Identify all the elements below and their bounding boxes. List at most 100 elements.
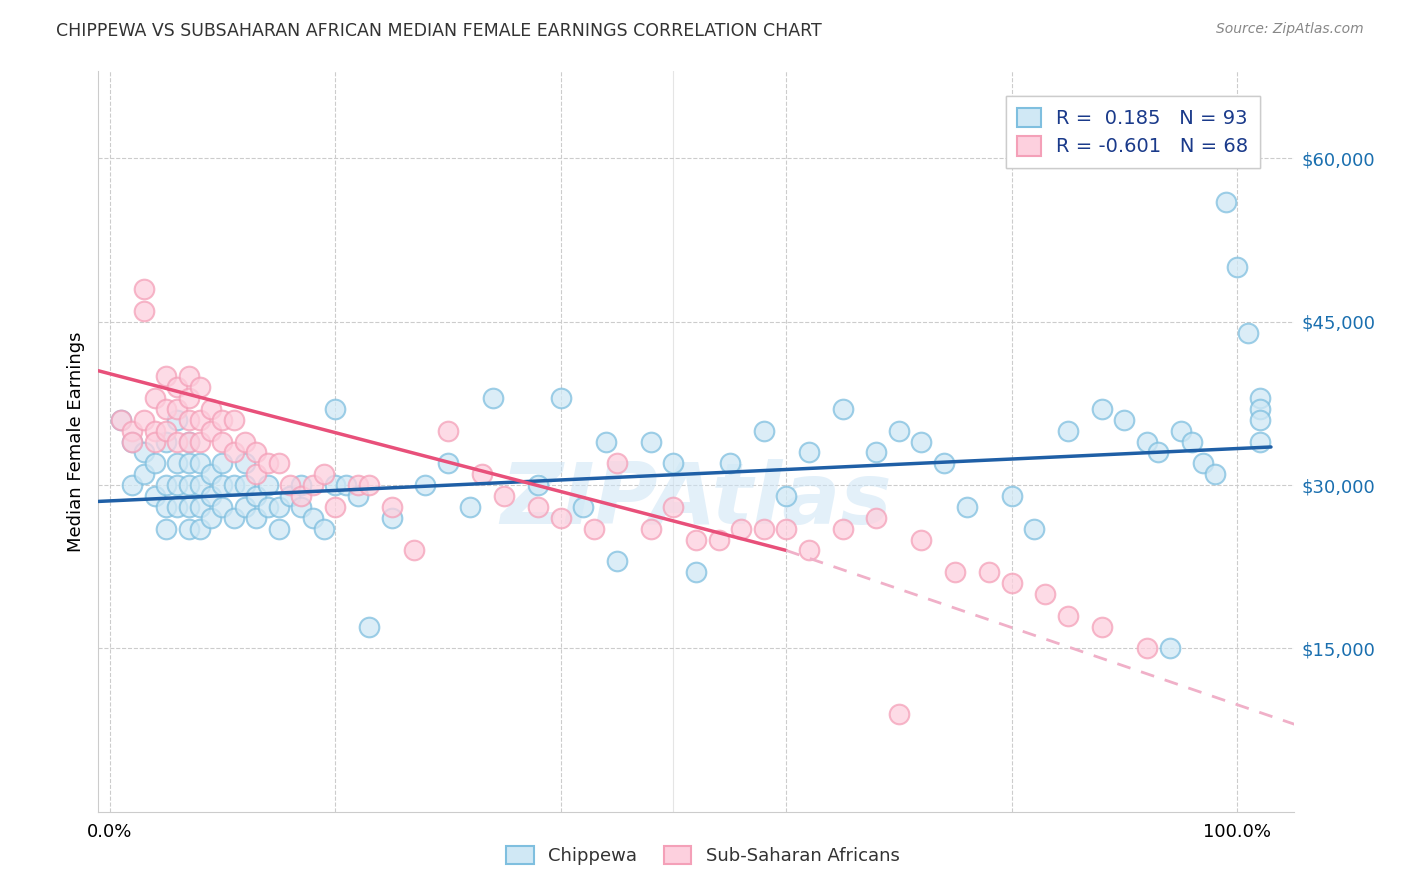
Point — [188, 434, 211, 449]
Point — [121, 434, 143, 449]
Point — [865, 510, 887, 524]
Point — [132, 413, 155, 427]
Point — [143, 456, 166, 470]
Point — [290, 500, 312, 514]
Y-axis label: Median Female Earnings: Median Female Earnings — [66, 331, 84, 552]
Point — [1057, 424, 1080, 438]
Point — [460, 500, 482, 514]
Point — [887, 706, 910, 721]
Point — [955, 500, 977, 514]
Point — [775, 489, 797, 503]
Point — [222, 510, 245, 524]
Point — [177, 478, 200, 492]
Point — [380, 510, 402, 524]
Point — [527, 478, 550, 492]
Point — [380, 500, 402, 514]
Point — [256, 456, 278, 470]
Point — [233, 434, 256, 449]
Legend: Chippewa, Sub-Saharan Africans: Chippewa, Sub-Saharan Africans — [498, 837, 908, 874]
Point — [718, 456, 741, 470]
Point — [177, 456, 200, 470]
Point — [177, 522, 200, 536]
Point — [188, 522, 211, 536]
Point — [166, 500, 188, 514]
Text: Source: ZipAtlas.com: Source: ZipAtlas.com — [1216, 22, 1364, 37]
Point — [132, 467, 155, 482]
Point — [606, 554, 628, 568]
Point — [110, 413, 132, 427]
Point — [233, 500, 256, 514]
Point — [1192, 456, 1215, 470]
Point — [550, 391, 572, 405]
Point — [1249, 434, 1271, 449]
Point — [1181, 434, 1204, 449]
Text: CHIPPEWA VS SUBSAHARAN AFRICAN MEDIAN FEMALE EARNINGS CORRELATION CHART: CHIPPEWA VS SUBSAHARAN AFRICAN MEDIAN FE… — [56, 22, 823, 40]
Point — [301, 510, 323, 524]
Point — [290, 489, 312, 503]
Point — [233, 456, 256, 470]
Point — [200, 401, 222, 416]
Point — [404, 543, 426, 558]
Point — [357, 478, 380, 492]
Point — [211, 478, 233, 492]
Point — [910, 533, 932, 547]
Point — [177, 413, 200, 427]
Point — [278, 489, 301, 503]
Point — [166, 478, 188, 492]
Point — [188, 380, 211, 394]
Point — [290, 478, 312, 492]
Point — [121, 434, 143, 449]
Point — [323, 401, 346, 416]
Point — [932, 456, 955, 470]
Point — [222, 413, 245, 427]
Point — [1159, 641, 1181, 656]
Point — [1170, 424, 1192, 438]
Point — [177, 500, 200, 514]
Point — [775, 522, 797, 536]
Point — [707, 533, 730, 547]
Point — [312, 467, 335, 482]
Point — [640, 522, 662, 536]
Point — [155, 434, 177, 449]
Point — [685, 565, 707, 579]
Point — [887, 424, 910, 438]
Point — [1091, 619, 1114, 633]
Point — [415, 478, 437, 492]
Point — [583, 522, 606, 536]
Point — [606, 456, 628, 470]
Point — [166, 434, 188, 449]
Point — [1001, 576, 1024, 591]
Point — [471, 467, 494, 482]
Point — [188, 456, 211, 470]
Point — [155, 401, 177, 416]
Point — [211, 434, 233, 449]
Point — [155, 478, 177, 492]
Point — [200, 424, 222, 438]
Point — [494, 489, 516, 503]
Point — [143, 434, 166, 449]
Point — [166, 456, 188, 470]
Point — [211, 413, 233, 427]
Point — [662, 500, 685, 514]
Point — [256, 478, 278, 492]
Point — [222, 478, 245, 492]
Point — [1249, 391, 1271, 405]
Point — [143, 391, 166, 405]
Legend: R =  0.185   N = 93, R = -0.601   N = 68: R = 0.185 N = 93, R = -0.601 N = 68 — [1005, 95, 1260, 168]
Point — [166, 413, 188, 427]
Point — [188, 478, 211, 492]
Point — [177, 369, 200, 384]
Point — [132, 445, 155, 459]
Point — [831, 522, 853, 536]
Point — [346, 489, 368, 503]
Point — [943, 565, 966, 579]
Point — [143, 489, 166, 503]
Point — [1204, 467, 1226, 482]
Point — [245, 489, 267, 503]
Point — [121, 424, 143, 438]
Point — [1024, 522, 1046, 536]
Point — [977, 565, 1000, 579]
Point — [1035, 587, 1057, 601]
Point — [177, 391, 200, 405]
Point — [211, 456, 233, 470]
